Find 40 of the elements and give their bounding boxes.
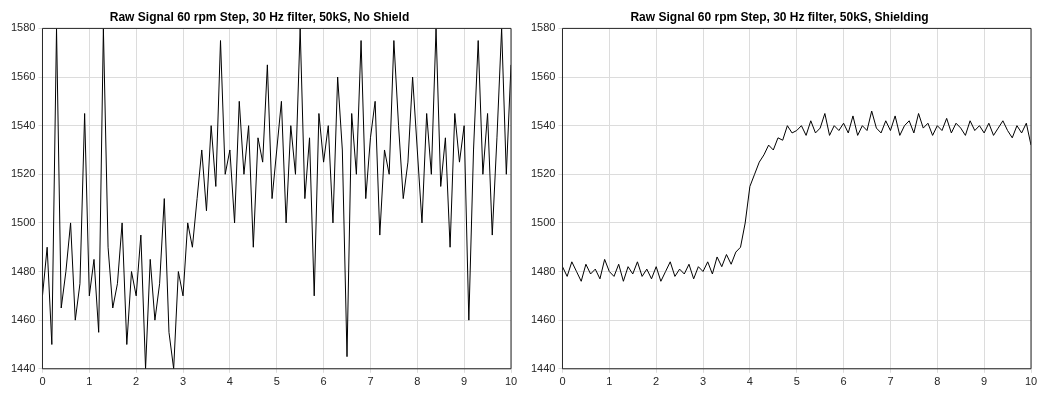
y-tick-label: 1540 (530, 118, 556, 131)
y-tick-label: 1520 (530, 167, 556, 180)
y-tick-label: 1440 (530, 361, 556, 374)
y-tick-label: 1480 (10, 264, 36, 277)
x-tick-label: 10 (1024, 375, 1038, 388)
x-tick-label: 4 (746, 375, 753, 388)
y-tick-label: 1440 (10, 361, 36, 374)
x-tick-label: 9 (461, 375, 468, 388)
y-tick-label: 1460 (10, 313, 36, 326)
x-tick-label: 3 (179, 375, 187, 388)
y-tick-label: 1580 (10, 21, 36, 34)
x-tick-label: 3 (699, 375, 707, 388)
x-tick-label: 7 (367, 375, 374, 388)
x-tick-label: 9 (981, 375, 988, 388)
y-tick-label: 1580 (530, 21, 556, 34)
x-tick-label: 8 (414, 375, 421, 388)
y-tick-label: 1460 (530, 313, 556, 326)
x-tick-label: 6 (840, 375, 847, 388)
x-tick-label: 2 (653, 375, 660, 388)
x-tick-label: 1 (86, 375, 93, 388)
x-tick-label: 1 (606, 375, 613, 388)
x-tick-label: 0 (559, 375, 566, 388)
y-tick-label: 1560 (530, 70, 556, 83)
y-tick-label: 1500 (530, 215, 556, 228)
chart-title: Raw Signal 60 rpm Step, 30 Hz filter, 50kS, No Shield (109, 9, 410, 24)
x-tick-label: 5 (793, 375, 800, 388)
x-tick-label: 8 (934, 375, 941, 388)
y-tick-label: 1520 (10, 167, 36, 180)
y-tick-label: 1540 (10, 118, 36, 131)
y-tick-label: 1480 (530, 264, 556, 277)
x-tick-label: 0 (39, 375, 46, 388)
x-tick-label: 6 (320, 375, 327, 388)
y-tick-label: 1500 (10, 215, 36, 228)
x-tick-label: 5 (273, 375, 280, 388)
chart-title: Raw Signal 60 rpm Step, 30 Hz filter, 50kS, Shielding (630, 9, 929, 24)
x-tick-label: 4 (226, 375, 233, 388)
y-tick-label: 1560 (10, 70, 36, 83)
x-tick-label: 7 (887, 375, 894, 388)
x-tick-label: 2 (133, 375, 140, 388)
x-tick-label: 10 (504, 375, 518, 388)
